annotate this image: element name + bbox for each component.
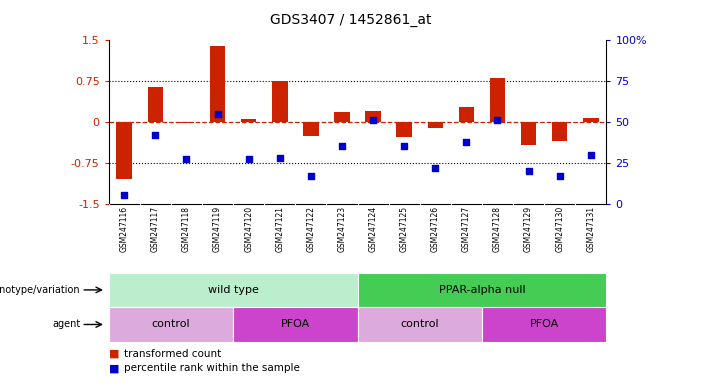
Text: GSM247119: GSM247119	[213, 205, 222, 252]
Text: GSM247116: GSM247116	[120, 205, 129, 252]
Bar	[396, 122, 412, 137]
Bar	[521, 122, 536, 145]
Point	[430, 165, 441, 171]
Text: PFOA: PFOA	[529, 319, 559, 329]
Bar	[428, 122, 443, 128]
Bar	[272, 81, 287, 122]
Bar	[358, 273, 606, 307]
Text: GSM247125: GSM247125	[400, 205, 409, 252]
Bar	[147, 86, 163, 122]
Text: ■: ■	[109, 363, 119, 373]
Point	[554, 173, 565, 179]
Bar	[334, 112, 350, 122]
Text: percentile rank within the sample: percentile rank within the sample	[124, 363, 300, 373]
Bar	[365, 111, 381, 122]
Bar	[241, 119, 257, 122]
Text: GSM247117: GSM247117	[151, 205, 160, 252]
Point	[243, 156, 254, 162]
Point	[336, 143, 348, 149]
Text: wild type: wild type	[207, 285, 259, 295]
Bar	[490, 78, 505, 122]
Text: genotype/variation: genotype/variation	[0, 285, 81, 295]
Bar	[583, 118, 599, 122]
Text: GSM247124: GSM247124	[369, 205, 378, 252]
Point	[150, 132, 161, 138]
Text: GSM247129: GSM247129	[524, 205, 533, 252]
Text: GSM247120: GSM247120	[244, 205, 253, 252]
Point	[181, 156, 192, 162]
Text: GSM247118: GSM247118	[182, 205, 191, 252]
Text: control: control	[151, 319, 190, 329]
Text: GSM247130: GSM247130	[555, 205, 564, 252]
Point	[274, 155, 285, 161]
Point	[118, 192, 130, 199]
Text: GSM247121: GSM247121	[275, 205, 284, 252]
Point	[492, 117, 503, 123]
Text: agent: agent	[53, 319, 81, 329]
Bar	[482, 307, 606, 342]
Text: GSM247122: GSM247122	[306, 205, 315, 252]
Text: GSM247126: GSM247126	[431, 205, 440, 252]
Point	[367, 117, 379, 123]
Point	[399, 143, 410, 149]
Bar	[552, 122, 568, 141]
Text: PFOA: PFOA	[280, 319, 310, 329]
Bar	[458, 107, 474, 122]
Bar	[179, 122, 194, 123]
Bar	[358, 307, 482, 342]
Text: GSM247127: GSM247127	[462, 205, 471, 252]
Text: control: control	[400, 319, 439, 329]
Text: PPAR-alpha null: PPAR-alpha null	[439, 285, 525, 295]
Point	[305, 173, 316, 179]
Point	[461, 139, 472, 145]
Text: GDS3407 / 1452861_at: GDS3407 / 1452861_at	[270, 13, 431, 27]
Text: ■: ■	[109, 349, 119, 359]
Bar	[210, 46, 225, 122]
Text: GSM247128: GSM247128	[493, 205, 502, 252]
Bar	[233, 307, 358, 342]
Text: transformed count: transformed count	[124, 349, 222, 359]
Text: GSM247131: GSM247131	[586, 205, 595, 252]
Point	[523, 168, 534, 174]
Point	[585, 152, 597, 158]
Bar	[109, 273, 358, 307]
Point	[212, 111, 223, 117]
Bar	[116, 122, 132, 179]
Text: GSM247123: GSM247123	[337, 205, 346, 252]
Bar	[109, 307, 233, 342]
Bar	[303, 122, 319, 136]
